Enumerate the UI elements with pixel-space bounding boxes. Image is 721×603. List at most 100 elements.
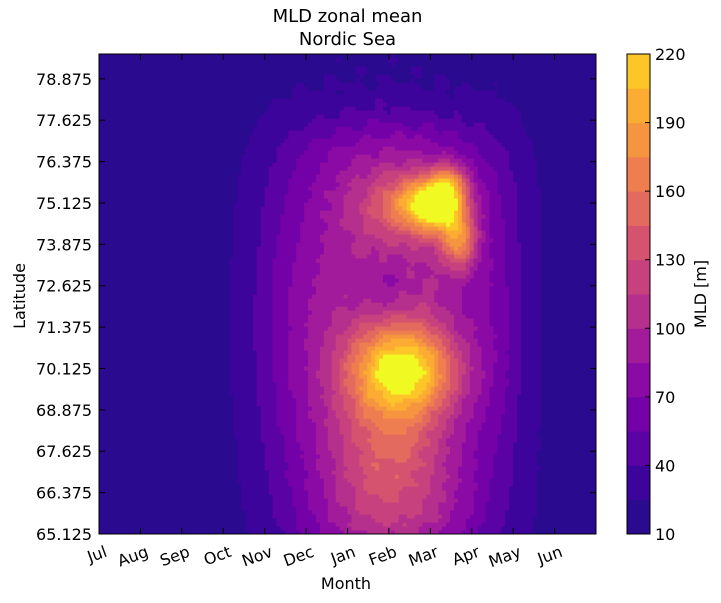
y-tick-label: 71.375 [36,318,92,337]
heatmap-cell [438,362,447,367]
heatmap-cell [430,330,443,335]
heatmap-cell [343,90,447,95]
heatmap-cell [540,362,596,367]
heatmap-cell [99,346,230,351]
heatmap-cell [315,442,329,447]
heatmap-cell [276,390,293,395]
heatmap-cell [308,314,333,319]
heatmap-cell [233,234,262,239]
heatmap-cell [99,234,234,239]
heatmap-cell [233,434,262,439]
heatmap-cell [355,382,364,387]
heatmap-cell [521,390,542,395]
heatmap-cell [434,222,447,227]
heatmap-cell [229,258,258,263]
heatmap-cell [418,394,427,399]
heatmap-cell [461,530,479,534]
heatmap-cell [371,182,388,187]
heatmap-cell [99,418,234,423]
heatmap-cell [390,210,400,215]
heatmap-cell [272,302,289,307]
y-tick-label: 65.125 [36,525,92,544]
heatmap-cell [367,382,376,387]
heatmap-cell [469,258,475,263]
heatmap-cell [489,202,502,207]
heatmap-cell [386,254,404,259]
heatmap-cell [323,114,341,119]
heatmap-cell [477,250,483,255]
heatmap-cell [375,422,416,427]
heatmap-cell [505,274,522,279]
heatmap-cell [418,410,427,415]
heatmap-cell [371,514,400,519]
colorbar-segment [627,191,650,226]
chart-subtitle: Nordic Sea [298,29,397,50]
heatmap-cell [465,206,471,211]
heatmap-cell [351,434,372,439]
heatmap-cell [99,306,230,311]
heatmap-cell [229,290,258,295]
heatmap-cell [99,294,230,299]
heatmap-cell [426,178,431,183]
colorbar-segment [627,499,650,535]
heatmap-cell [237,466,266,471]
heatmap-cell [469,194,475,199]
y-tick-label: 76.375 [36,153,92,172]
heatmap-cell [457,358,463,363]
heatmap-cell [288,466,305,471]
heatmap-cell [229,326,254,331]
heatmap-cell [288,382,309,387]
heatmap-cell [446,466,459,471]
heatmap-cell [481,198,491,203]
heatmap-cell [485,230,491,235]
heatmap-cell [438,414,451,419]
heatmap-cell [99,66,356,71]
heatmap-cell [308,186,337,191]
heatmap-cell [540,274,596,279]
heatmap-cell [398,490,431,495]
heatmap-cell [256,386,278,391]
heatmap-cell [536,470,596,475]
heatmap-cell [304,206,333,211]
heatmap-cell [457,346,471,351]
heatmap-cell [394,178,404,183]
heatmap-cell [442,526,467,531]
heatmap-cell [312,194,325,199]
heatmap-cell [418,82,435,87]
heatmap-cell [272,310,289,315]
heatmap-cell [438,226,447,231]
heatmap-cell [244,522,278,527]
heatmap-cell [430,166,455,171]
heatmap-cell [521,270,542,275]
heatmap-cell [363,218,380,223]
heatmap-cell [501,430,518,435]
heatmap-cell [99,182,238,187]
heatmap-cell [481,226,491,231]
heatmap-cell [461,226,467,231]
heatmap-cell [323,486,337,491]
heatmap-cell [489,302,510,307]
heatmap-cell [229,306,254,311]
heatmap-cell [497,178,514,183]
heatmap-cell [241,158,278,163]
heatmap-cell [248,142,282,147]
heatmap-cell [390,62,396,67]
heatmap-cell [521,366,542,371]
heatmap-cell [335,458,345,463]
heatmap-cell [469,382,483,387]
heatmap-cell [359,314,392,319]
heatmap-cell [351,346,360,351]
heatmap-cell [457,134,495,139]
heatmap-cell [481,194,491,199]
heatmap-cell [347,354,356,359]
heatmap-cell [410,70,424,75]
colorbar-segment [627,156,650,192]
heatmap-cell [390,206,396,211]
heatmap-cell [465,230,471,235]
heatmap-cell [288,302,309,307]
heatmap-cell [434,466,447,471]
heatmap-cell [517,230,542,235]
heatmap-cell [493,238,506,243]
heatmap-cell [252,326,274,331]
heatmap-cell [414,274,431,279]
